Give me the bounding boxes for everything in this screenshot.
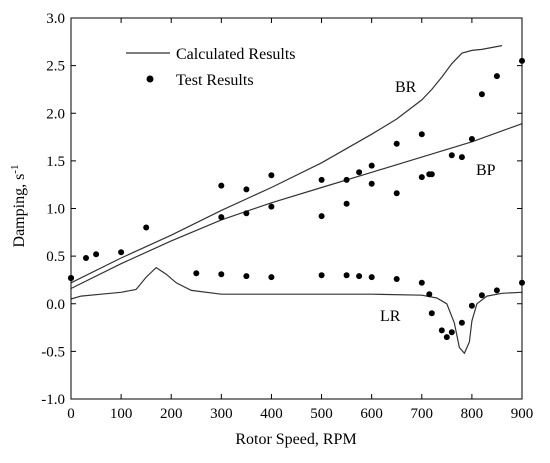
test-point [478, 292, 485, 299]
test-point [356, 169, 363, 176]
test-point [243, 273, 250, 280]
test-point [438, 327, 445, 334]
test-point [426, 291, 433, 298]
legend-label-test: Test Results [176, 72, 254, 89]
annotation-br: BR [395, 79, 417, 96]
test-point [493, 287, 500, 294]
y-axis-label-superscript: -1 [9, 165, 21, 174]
test-point [368, 180, 375, 187]
test-point [418, 174, 425, 181]
x-axis-label: Rotor Speed, RPM [235, 431, 356, 448]
x-tick-label: 500 [310, 406, 333, 422]
test-point [478, 91, 485, 98]
test-point [243, 186, 250, 193]
test-point [468, 302, 475, 309]
test-point [268, 203, 275, 210]
axes: 0 100 200 300 400 500 600 700 800 900 -1.0 -0.5 0.0 0… [41, 11, 533, 422]
test-point [83, 255, 89, 261]
test-point [193, 270, 200, 277]
test-point [143, 224, 150, 231]
y-tick-label: -1.0 [41, 392, 65, 408]
x-tick-label: 400 [260, 406, 283, 422]
legend: Calculated Results Test Results [126, 46, 296, 89]
plot-frame [70, 17, 523, 400]
x-tick-label: 900 [511, 406, 534, 422]
test-point [448, 329, 455, 336]
test-point [368, 274, 375, 281]
calculated-line-br [70, 45, 503, 284]
x-tick-label: 100 [110, 406, 133, 422]
test-point [493, 73, 500, 80]
test-point [243, 210, 250, 217]
test-point [343, 272, 350, 279]
test-point [356, 273, 363, 280]
y-tick-label: 0.5 [46, 249, 65, 265]
y-tick-label: 2.5 [46, 59, 65, 75]
test-point [443, 334, 450, 341]
test-point [218, 271, 225, 278]
test-point [118, 249, 125, 256]
y-tick-label: 3.0 [46, 11, 65, 27]
y-tick-label: 0.0 [46, 297, 65, 313]
test-point [393, 140, 400, 147]
plot-area [68, 45, 525, 355]
annotation-lr: LR [380, 308, 401, 325]
y-tick-label: 1.5 [46, 154, 65, 170]
test-point [218, 182, 225, 189]
test-point [318, 176, 325, 183]
test-point [268, 274, 275, 281]
test-point [418, 279, 425, 286]
x-tick-label: 0 [67, 406, 75, 422]
test-point [448, 152, 455, 159]
y-axis-label: Damping, s-1 [9, 165, 28, 248]
test-point [343, 200, 350, 207]
x-tick-label: 600 [360, 406, 383, 422]
test-point [268, 172, 275, 179]
x-tick-label: 300 [210, 406, 233, 422]
y-axis-label-text: Damping, s [11, 174, 28, 248]
test-point [418, 131, 425, 138]
test-point [393, 190, 400, 197]
test-point [318, 213, 325, 220]
x-tick-label: 200 [160, 406, 183, 422]
test-point [343, 176, 350, 183]
test-point [428, 310, 435, 317]
annotation-bp: BP [476, 162, 496, 179]
test-point [218, 214, 225, 221]
test-point [368, 162, 375, 169]
legend-label-calculated: Calculated Results [176, 46, 296, 63]
legend-marker-swatch [146, 75, 154, 83]
test-point [458, 154, 465, 161]
x-tick-label: 800 [461, 406, 484, 422]
calculated-line-bp [70, 123, 523, 290]
test-point [458, 319, 465, 326]
test-point [93, 251, 100, 258]
calculated-line-lr [70, 266, 523, 355]
test-point [468, 136, 475, 142]
y-tick-label: -0.5 [41, 344, 65, 360]
test-point [428, 171, 435, 178]
test-point [393, 276, 400, 282]
x-tick-label: 700 [411, 406, 434, 422]
test-point [318, 272, 325, 279]
y-tick-label: 1.0 [46, 202, 65, 218]
y-tick-label: 2.0 [46, 106, 65, 122]
